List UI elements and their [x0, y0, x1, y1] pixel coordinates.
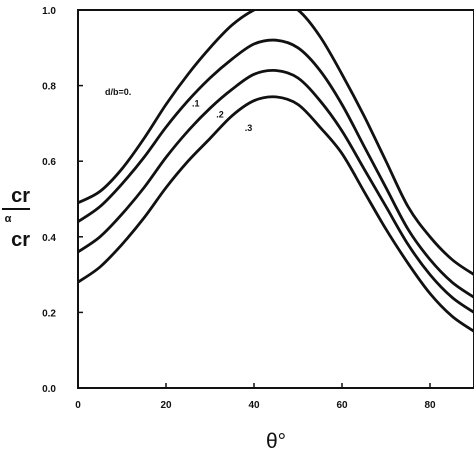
series-curves: [78, 10, 474, 333]
plot-frame: [77, 9, 474, 389]
y-tick-label: 1.0: [42, 6, 56, 17]
x-tick-label: 0: [75, 400, 81, 411]
y-axis-title-denominator: cr: [11, 229, 30, 251]
y-axis-tick-labels: 0.0 0.2 0.4 0.6 0.8 1.0: [42, 6, 56, 395]
y-axis-title-alpha: α: [5, 213, 12, 225]
series-curve-2: [78, 68, 474, 314]
series-curve-1: [78, 38, 474, 299]
x-tick-label: 20: [160, 400, 172, 411]
series-label-3: .3: [245, 123, 253, 133]
series-curve-3: [78, 95, 474, 333]
series-labels: d/b=0. .1 .2 .3: [105, 87, 252, 133]
series-label-0: d/b=0.: [105, 87, 131, 97]
x-axis-ticks: [77, 383, 431, 388]
x-tick-label: 40: [248, 400, 260, 411]
y-tick-label: 0.4: [42, 233, 56, 244]
y-tick-label: 0.6: [42, 157, 56, 168]
y-tick-label: 0.0: [42, 384, 56, 395]
x-tick-label: 80: [424, 400, 436, 411]
x-tick-label: 60: [336, 400, 348, 411]
series-label-2: .2: [216, 110, 224, 120]
y-tick-label: 0.8: [42, 82, 56, 93]
series-label-1: .1: [192, 98, 200, 108]
series-curve-0: [78, 10, 474, 276]
y-tick-label: 0.2: [42, 308, 56, 319]
y-axis-ticks: [78, 9, 83, 389]
y-axis-title: cr α cr: [2, 185, 30, 251]
x-axis-title: θ°: [266, 430, 286, 453]
y-axis-title-numerator: cr: [11, 185, 30, 207]
x-axis-tick-labels: 0 20 40 60 80: [75, 400, 436, 411]
